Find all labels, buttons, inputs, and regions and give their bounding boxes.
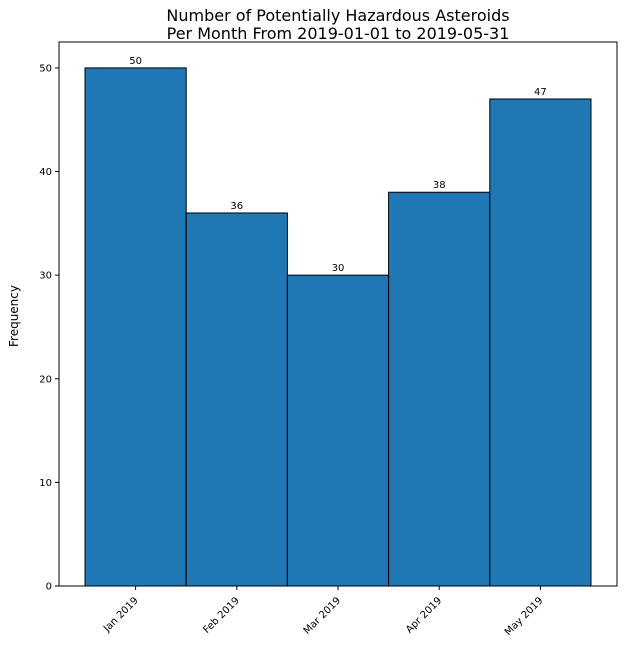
chart-title-line-2: Per Month From 2019-01-01 to 2019-05-31 (167, 24, 510, 43)
y-axis-ticks: 0 10 20 30 40 50 (39, 63, 59, 593)
y-tick-label: 40 (39, 167, 52, 178)
bar-feb-2019 (185, 212, 288, 587)
y-tick-label: 0 (46, 582, 52, 593)
bar-value-label: 50 (129, 56, 142, 67)
bars-layer (84, 67, 592, 587)
plot-area-frame (58, 41, 618, 587)
bar-may-2019 (489, 98, 592, 587)
y-tick-label: 10 (39, 478, 52, 489)
bar-value-label: 38 (433, 180, 446, 191)
y-tick-label: 30 (39, 271, 52, 282)
bar-apr-2019 (388, 191, 491, 587)
bar-value-label: 47 (534, 87, 547, 98)
bar-mar-2019 (286, 274, 390, 587)
y-axis-label: Frequency (7, 285, 21, 347)
y-tick-label: 50 (39, 63, 52, 74)
chart-title-line-1: Number of Potentially Hazardous Asteroid… (166, 6, 509, 25)
bar-labels-layer: 50 36 30 38 47 (129, 56, 547, 274)
bar-jan-2019 (84, 67, 187, 587)
bar-value-label: 30 (332, 263, 345, 274)
bar-value-label: 36 (230, 201, 243, 212)
y-tick-label: 20 (39, 374, 52, 385)
